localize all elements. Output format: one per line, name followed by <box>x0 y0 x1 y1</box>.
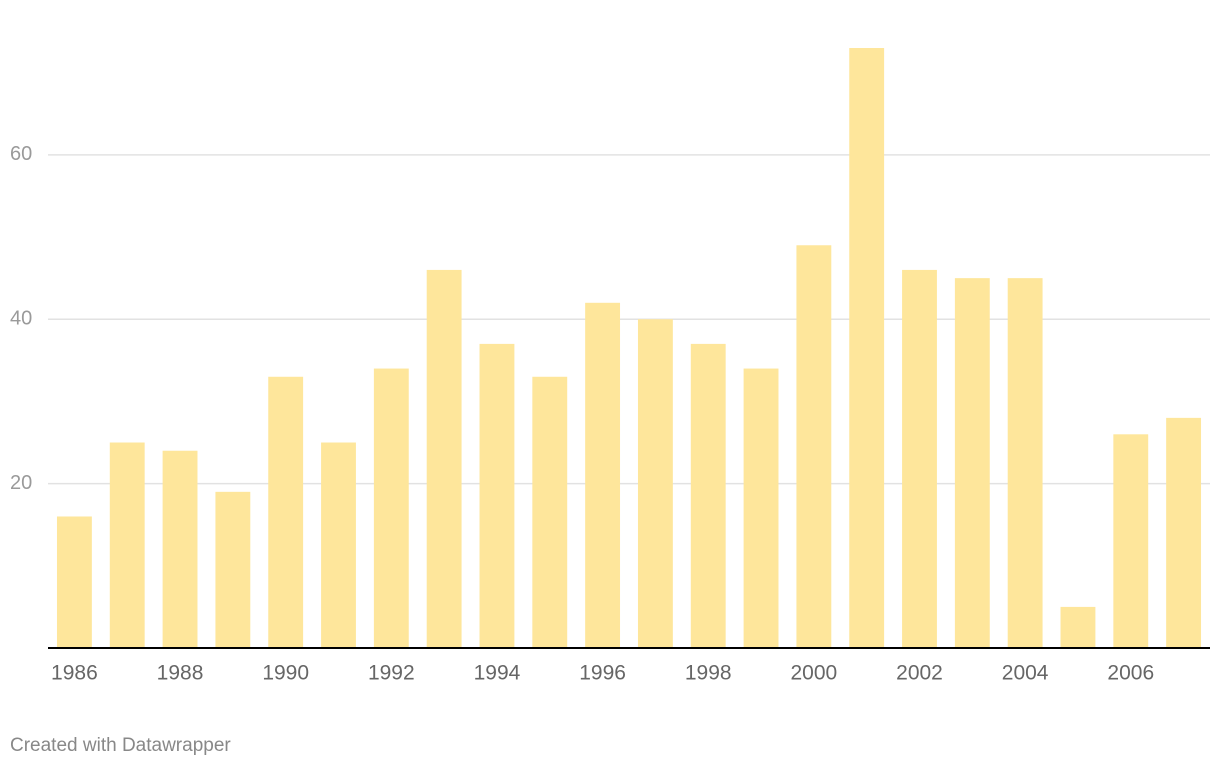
x-tick-label: 1992 <box>368 662 415 685</box>
bar <box>479 343 515 648</box>
x-tick-label: 1998 <box>685 662 732 685</box>
bar <box>1166 417 1202 648</box>
x-tick-label: 2000 <box>791 662 838 685</box>
bar <box>321 442 356 648</box>
bar <box>426 269 462 648</box>
x-tick-label: 1988 <box>157 662 204 685</box>
x-tick-label: 1990 <box>262 662 309 685</box>
y-tick-label: 40 <box>10 308 32 330</box>
bar <box>532 376 568 648</box>
bar <box>954 278 990 648</box>
y-tick-label: 60 <box>10 143 32 165</box>
bar <box>743 368 779 648</box>
x-tick-label: 1994 <box>474 662 521 685</box>
bar <box>1007 278 1043 648</box>
y-tick-label: 20 <box>10 472 32 494</box>
bar <box>162 450 198 648</box>
bar <box>849 48 885 648</box>
footer: Created with Datawrapper <box>10 735 231 756</box>
bar <box>109 442 145 648</box>
bar <box>796 245 832 649</box>
bar <box>56 516 92 648</box>
bar <box>902 269 937 648</box>
bar <box>215 491 251 648</box>
bar <box>1113 434 1149 648</box>
x-tick-label: 2006 <box>1107 662 1154 685</box>
x-tick-label: 1996 <box>579 662 626 685</box>
x-tick-label: 2002 <box>896 662 943 685</box>
bar <box>373 368 409 648</box>
bar <box>1060 606 1096 648</box>
bar <box>637 319 673 648</box>
bar <box>268 376 304 648</box>
bar <box>585 302 621 648</box>
bar <box>690 343 726 648</box>
x-tick-label: 2004 <box>1002 662 1049 685</box>
x-tick-label: 1986 <box>51 662 98 685</box>
